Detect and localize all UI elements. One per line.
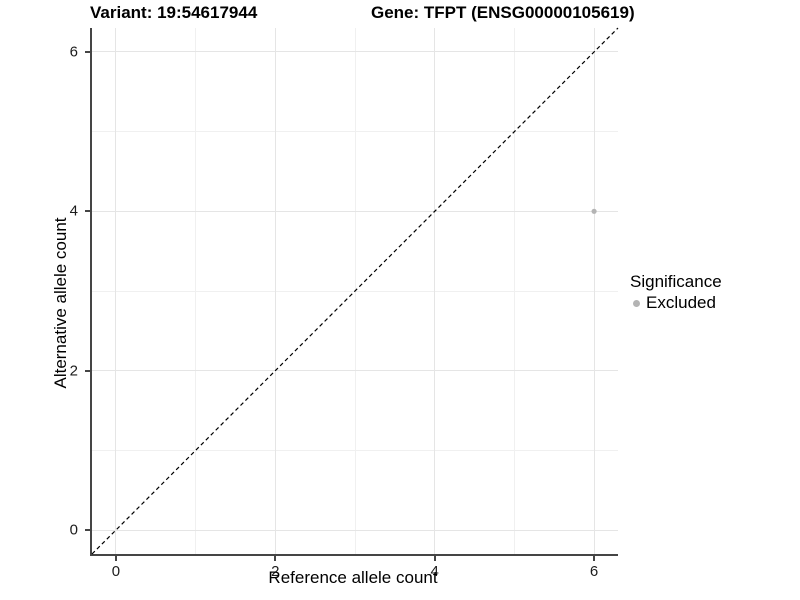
y-tick-label: 2 bbox=[69, 362, 78, 380]
gridline-major-vertical bbox=[434, 28, 436, 554]
x-axis-title: Reference allele count bbox=[268, 568, 438, 587]
gridline-major-horizontal bbox=[92, 529, 618, 531]
x-tick-mark bbox=[433, 556, 436, 561]
gene-title: Gene: TFPT (ENSG00000105619) bbox=[371, 3, 635, 22]
y-tick-mark bbox=[85, 529, 90, 532]
gridline-minor-vertical bbox=[513, 28, 515, 554]
x-tick-mark bbox=[274, 556, 277, 561]
y-tick-mark bbox=[85, 369, 90, 372]
legend-key-dot-icon bbox=[633, 299, 640, 307]
x-tick-label: 2 bbox=[271, 563, 280, 580]
legend-item: Excluded bbox=[630, 293, 722, 313]
x-tick-label: 6 bbox=[589, 563, 599, 580]
plot-layer bbox=[91, 27, 619, 555]
data-point bbox=[591, 208, 597, 214]
y-tick-label: 6 bbox=[69, 43, 78, 61]
legend-items: Excluded bbox=[630, 293, 722, 313]
gridline-major-vertical bbox=[593, 28, 595, 554]
y-tick-mark bbox=[85, 210, 90, 213]
legend: Significance Excluded bbox=[630, 272, 722, 313]
plot-panel bbox=[90, 27, 619, 556]
gridline-major-horizontal bbox=[92, 51, 618, 53]
x-tick-label: 0 bbox=[111, 563, 121, 580]
x-tick-label: 4 bbox=[430, 563, 439, 580]
gridline-major-horizontal bbox=[92, 210, 618, 212]
y-tick-mark bbox=[85, 50, 90, 53]
y-tick-label: 0 bbox=[69, 521, 78, 539]
x-tick-mark bbox=[114, 556, 117, 561]
legend-title: Significance bbox=[630, 272, 722, 291]
x-tick-mark bbox=[593, 556, 596, 561]
y-tick-label: 4 bbox=[69, 202, 78, 220]
gridline-minor-horizontal bbox=[92, 131, 618, 133]
y-axis-title: Alternative allele count bbox=[51, 217, 70, 389]
gridline-major-horizontal bbox=[92, 370, 618, 372]
gridline-major-vertical bbox=[115, 28, 117, 554]
gridline-major-vertical bbox=[274, 28, 276, 554]
variant-title: Variant: 19:54617944 bbox=[90, 3, 258, 22]
identity-dashed-line bbox=[91, 27, 619, 555]
legend-item-label: Excluded bbox=[646, 293, 716, 312]
